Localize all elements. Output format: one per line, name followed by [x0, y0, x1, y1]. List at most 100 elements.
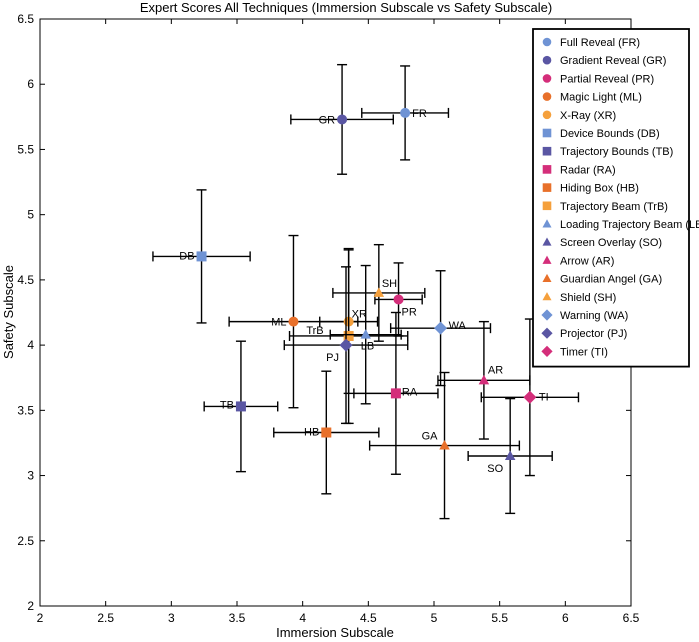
- marker-fr: [400, 107, 411, 118]
- legend-item-ml: Magic Light (ML): [542, 92, 642, 104]
- marker-ga: [439, 440, 450, 450]
- legend-item-ga: Guardian Angel (GA): [542, 274, 662, 286]
- legend-label-ar: Arrow (AR): [560, 255, 614, 267]
- legend-label-pj: Projector (PJ): [560, 328, 627, 340]
- point-label-sh: SH: [382, 278, 397, 290]
- legend-label-lb: Loading Trajectory Beam (LB): [560, 219, 699, 231]
- x-tick-label: 2.5: [97, 611, 114, 625]
- legend-label-ti: Timer (TI): [560, 346, 608, 358]
- legend-marker-trb: [542, 201, 552, 211]
- y-tick-label: 6: [27, 77, 34, 91]
- legend-marker-gr: [542, 55, 552, 65]
- point-ra: RA: [353, 311, 439, 475]
- legend-label-xr: X-Ray (XR): [560, 110, 616, 122]
- legend-label-ra: Radar (RA): [560, 164, 616, 176]
- legend-marker-ga: [542, 273, 552, 283]
- point-label-lb: LB: [361, 341, 374, 353]
- legend-label-wa: Warning (WA): [560, 310, 628, 322]
- x-tick-label: 6: [562, 611, 569, 625]
- point-tb: TB: [203, 340, 279, 473]
- y-tick-label: 2: [27, 599, 34, 613]
- marker-ar: [478, 374, 490, 385]
- y-tick-label: 4.5: [17, 273, 34, 287]
- legend-item-pj: Projector (PJ): [541, 327, 627, 340]
- legend-marker-lb: [542, 219, 552, 228]
- x-tick-label: 3: [168, 611, 175, 625]
- legend-item-pr: Partial Reveal (PR): [542, 73, 654, 85]
- legend-item-ti: Timer (TI): [541, 345, 608, 358]
- y-tick-label: 2.5: [17, 534, 34, 548]
- x-axis: 2 2.5 3 3.5 4 4.5 5 5.5 6 6.5: [37, 19, 640, 625]
- marker-pr: [393, 294, 404, 305]
- legend-marker-xr: [542, 110, 552, 120]
- point-ga: GA: [368, 371, 521, 520]
- chart-title: Expert Scores All Techniques (Immersion …: [140, 0, 552, 15]
- legend-marker-hb: [542, 183, 552, 192]
- data-points: FR GR PR ML XR DB TB RA HB TrB LB SO AR GA SH WA PJ TI: [152, 63, 580, 520]
- legend-item-trb: Trajectory Beam (TrB): [542, 201, 668, 213]
- marker-lb: [360, 329, 371, 339]
- marker-tb: [235, 401, 246, 412]
- point-label-tb: TB: [220, 399, 234, 411]
- x-tick-label: 6.5: [623, 611, 640, 625]
- point-sh: SH: [332, 243, 426, 342]
- point-pr: PR: [374, 262, 423, 337]
- marker-ra: [390, 388, 401, 399]
- y-tick-label: 6.5: [17, 12, 34, 26]
- legend-item-so: Screen Overlay (SO): [542, 237, 662, 249]
- legend-label-db: Device Bounds (DB): [560, 128, 660, 140]
- legend-marker-ar: [542, 255, 552, 264]
- x-tick-label: 5.5: [491, 611, 508, 625]
- x-tick-label: 3.5: [229, 611, 246, 625]
- point-hb: HB: [273, 370, 380, 495]
- legend-item-ra: Radar (RA): [542, 164, 616, 176]
- marker-so: [504, 450, 516, 460]
- point-so: SO: [467, 397, 553, 515]
- point-gr: GR: [290, 63, 394, 175]
- point-label-ga: GA: [422, 431, 439, 443]
- x-tick-label: 4.5: [360, 611, 377, 625]
- legend-marker-ra: [542, 165, 552, 174]
- legend-marker-wa: [541, 309, 553, 321]
- legend-marker-pr: [542, 74, 552, 83]
- legend-box: [532, 28, 690, 368]
- legend-label-sh: Shield (SH): [560, 292, 616, 304]
- legend: Full Reveal (FR) Gradient Reveal (GR) Part…: [532, 28, 699, 368]
- legend-label-pr: Partial Reveal (PR): [560, 73, 654, 85]
- marker-trb: [343, 330, 354, 341]
- x-tick-label: 2: [37, 611, 44, 625]
- point-label-gr: GR: [319, 114, 336, 126]
- legend-marker-so: [542, 237, 552, 246]
- marker-gr: [337, 114, 348, 125]
- point-label-so: SO: [487, 463, 503, 475]
- marker-sh: [373, 287, 385, 297]
- point-label-ti: TI: [539, 391, 549, 403]
- marker-ti: [523, 390, 537, 404]
- legend-marker-pj: [541, 327, 553, 339]
- legend-label-trb: Trajectory Beam (TrB): [560, 201, 668, 213]
- legend-label-ml: Magic Light (ML): [560, 92, 642, 104]
- y-axis-label: Safety Subscale: [1, 265, 16, 359]
- point-label-xr: XR: [352, 309, 367, 321]
- point-ar: AR: [437, 320, 531, 440]
- point-trb: TrB: [288, 247, 409, 425]
- y-tick-label: 5.5: [17, 142, 34, 156]
- point-label-hb: HB: [304, 427, 319, 439]
- point-fr: FR: [361, 65, 450, 161]
- marker-db: [196, 251, 207, 262]
- point-ml: ML: [228, 234, 359, 409]
- point-label-pj: PJ: [326, 352, 339, 364]
- legend-item-gr: Gradient Reveal (GR): [542, 55, 666, 67]
- y-tick-label: 3.5: [17, 403, 34, 417]
- legend-item-ar: Arrow (AR): [542, 255, 614, 267]
- legend-item-sh: Shield (SH): [542, 292, 616, 304]
- legend-marker-ml: [542, 92, 552, 101]
- legend-label-so: Screen Overlay (SO): [560, 237, 662, 249]
- legend-marker-fr: [542, 37, 552, 47]
- point-label-pr: PR: [402, 306, 417, 318]
- point-label-fr: FR: [412, 108, 427, 120]
- legend-label-hb: Hiding Box (HB): [560, 183, 639, 195]
- marker-ml: [288, 316, 299, 327]
- legend-item-fr: Full Reveal (FR): [542, 37, 640, 49]
